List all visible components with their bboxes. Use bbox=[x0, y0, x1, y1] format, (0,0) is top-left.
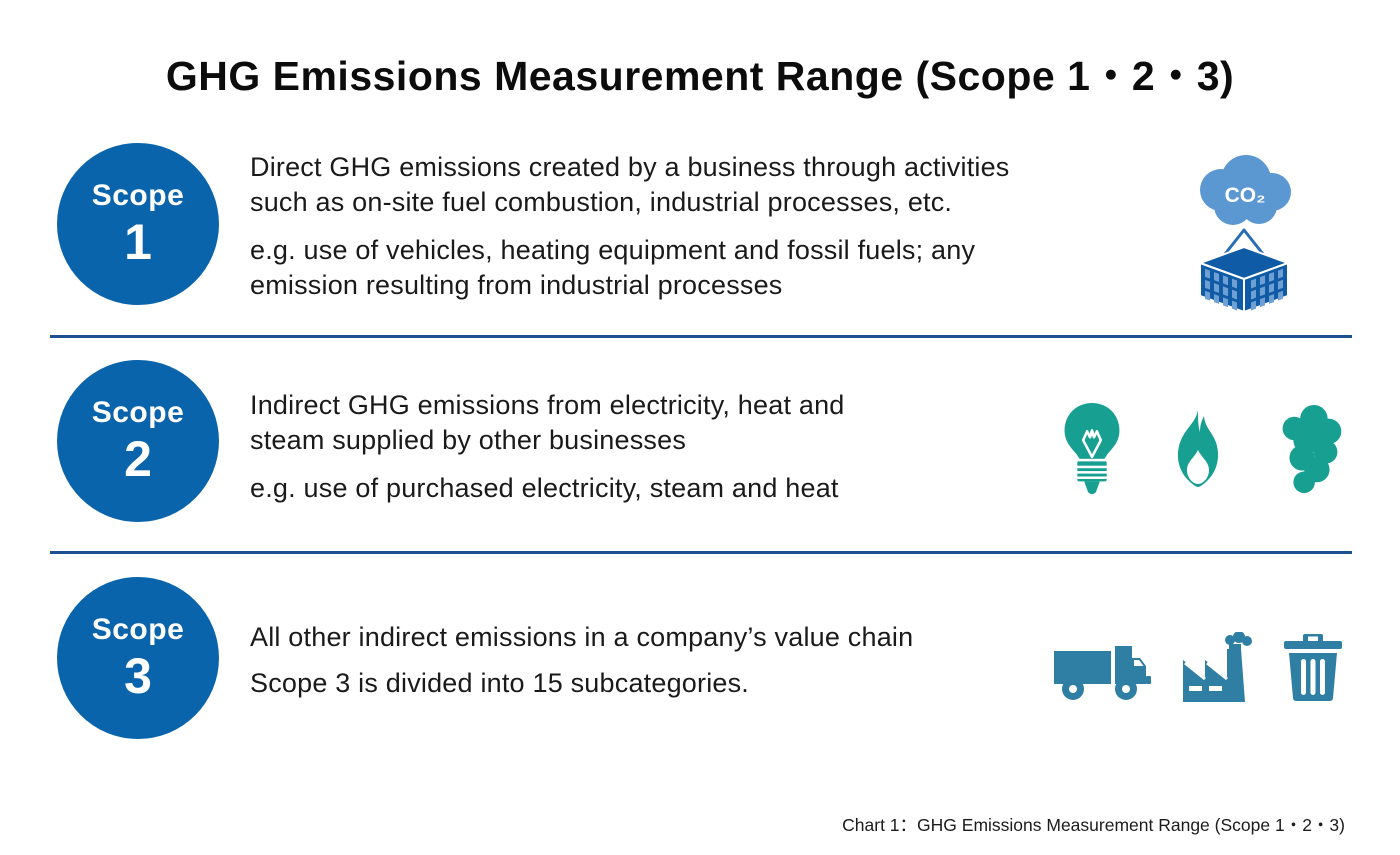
steam-icon bbox=[1282, 404, 1342, 494]
scope3-description: All other indirect emissions in a compan… bbox=[250, 620, 1120, 655]
scope2-description: Indirect GHG emissions from electricity,… bbox=[250, 388, 1030, 458]
co2-building-icon: CO₂ bbox=[1197, 155, 1291, 312]
scope1-description-line1: Direct GHG emissions created by a busine… bbox=[250, 152, 1010, 182]
scope2-example-line1: e.g. use of purchased electricity, steam… bbox=[250, 473, 839, 503]
scope2-description-line1: Indirect GHG emissions from electricity,… bbox=[250, 390, 845, 420]
scope1-description: Direct GHG emissions created by a busine… bbox=[250, 150, 1200, 220]
scope3-badge: Scope 3 bbox=[57, 577, 219, 739]
truck-icon bbox=[1054, 646, 1151, 700]
scope3-number: 3 bbox=[124, 648, 152, 704]
scope1-example-line2: emission resulting from industrial proce… bbox=[250, 270, 783, 300]
scope2-text: Indirect GHG emissions from electricity,… bbox=[250, 388, 1030, 506]
scope2-description-line2: steam supplied by other businesses bbox=[250, 425, 687, 455]
page-title: GHG Emissions Measurement Range (Scope 1… bbox=[165, 53, 1235, 99]
trash-icon bbox=[1284, 634, 1342, 701]
flame-icon bbox=[1177, 410, 1219, 487]
scope3-example: Scope 3 is divided into 15 subcategories… bbox=[250, 666, 1120, 701]
scope1-text: Direct GHG emissions created by a busine… bbox=[250, 150, 1200, 303]
scope1-description-line2: such as on-site fuel combustion, industr… bbox=[250, 187, 953, 217]
scope3-description-line1: All other indirect emissions in a compan… bbox=[250, 622, 914, 652]
scope1-icons: CO₂ bbox=[1188, 150, 1300, 312]
scope2-icons bbox=[1062, 400, 1346, 500]
scope3-text: All other indirect emissions in a compan… bbox=[250, 620, 1120, 701]
co2-cloud bbox=[1200, 155, 1291, 225]
co2-label: CO₂ bbox=[1225, 184, 1266, 207]
scope3-example-line1: Scope 3 is divided into 15 subcategories… bbox=[250, 668, 750, 698]
scope1-label: Scope bbox=[91, 179, 185, 212]
scope2-label: Scope bbox=[91, 396, 185, 429]
factory-icon bbox=[1183, 632, 1252, 702]
chart-caption-line: Chart 1：GHG Emissions Measurement Range … bbox=[842, 815, 1345, 835]
scope2-badge: Scope 2 bbox=[57, 360, 219, 522]
divider-1 bbox=[50, 335, 1352, 338]
chart-caption: Chart 1：GHG Emissions Measurement Range … bbox=[842, 768, 1345, 855]
scope2-number: 2 bbox=[124, 431, 152, 487]
scope3-label: Scope bbox=[91, 613, 185, 646]
scope1-example-line1: e.g. use of vehicles, heating equipment … bbox=[250, 235, 976, 265]
scope3-icons bbox=[1052, 628, 1344, 702]
lightbulb-icon bbox=[1064, 402, 1120, 495]
scope1-number: 1 bbox=[124, 214, 152, 270]
scope2-example: e.g. use of purchased electricity, steam… bbox=[250, 471, 1030, 506]
building bbox=[1197, 245, 1291, 312]
divider-2 bbox=[50, 551, 1352, 554]
scope1-badge: Scope 1 bbox=[57, 143, 219, 305]
scope1-example: e.g. use of vehicles, heating equipment … bbox=[250, 233, 1200, 303]
